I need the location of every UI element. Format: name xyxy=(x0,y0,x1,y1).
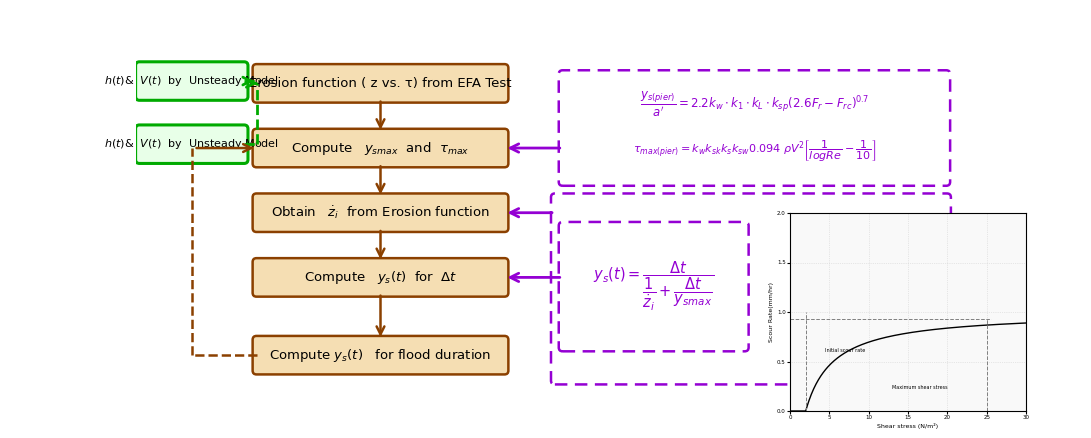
Text: Compute $y_s(t)$   for flood duration: Compute $y_s(t)$ for flood duration xyxy=(269,346,492,364)
Text: $y_s(t) = \dfrac{\Delta t}{\dfrac{1}{\dot{z}_i} + \dfrac{\Delta t}{y_{smax}}}$: $y_s(t) = \dfrac{\Delta t}{\dfrac{1}{\do… xyxy=(594,260,715,314)
Y-axis label: Scour Rate(mm/hr): Scour Rate(mm/hr) xyxy=(769,282,775,342)
FancyBboxPatch shape xyxy=(253,258,508,297)
Text: Initial scour rate: Initial scour rate xyxy=(826,348,865,353)
Text: $h(t)$&  $V(t)$  by  Unsteady Model: $h(t)$& $V(t)$ by Unsteady Model xyxy=(105,137,279,151)
Text: $\dfrac{y_{s(pier)}}{a'} = 2.2k_w \cdot k_1 \cdot k_L \cdot k_{sp}(2.6F_r - F_{r: $\dfrac{y_{s(pier)}}{a'} = 2.2k_w \cdot … xyxy=(639,90,870,119)
Text: $\tau_{max(pier)} = k_w k_{sk} k_s k_{sw} 0.094 \; \rho V^2 \left[\dfrac{1}{logR: $\tau_{max(pier)} = k_w k_{sk} k_s k_{sw… xyxy=(633,139,876,165)
Text: $h(t)$&  $V(t)$  by  Unsteady Model: $h(t)$& $V(t)$ by Unsteady Model xyxy=(105,74,279,88)
FancyBboxPatch shape xyxy=(253,129,508,167)
Text: Obtain   $\dot{z}_i$  from Erosion function: Obtain $\dot{z}_i$ from Erosion function xyxy=(271,205,490,221)
FancyBboxPatch shape xyxy=(135,62,248,100)
FancyBboxPatch shape xyxy=(559,222,748,351)
X-axis label: Shear stress (N/m²): Shear stress (N/m²) xyxy=(877,423,938,429)
FancyBboxPatch shape xyxy=(253,194,508,232)
Text: Maximum shear stress: Maximum shear stress xyxy=(892,385,948,390)
FancyBboxPatch shape xyxy=(253,336,508,374)
FancyBboxPatch shape xyxy=(559,70,950,186)
Text: Compute   $y_{smax}$  and  $\tau_{max}$: Compute $y_{smax}$ and $\tau_{max}$ xyxy=(291,140,469,156)
FancyBboxPatch shape xyxy=(551,194,951,385)
Text: Compute   $y_s(t)$  for  $\Delta t$: Compute $y_s(t)$ for $\Delta t$ xyxy=(303,269,457,286)
Text: Erosion function ( z vs. τ) from EFA Test: Erosion function ( z vs. τ) from EFA Tes… xyxy=(249,77,512,90)
FancyBboxPatch shape xyxy=(135,125,248,163)
FancyBboxPatch shape xyxy=(253,64,508,102)
